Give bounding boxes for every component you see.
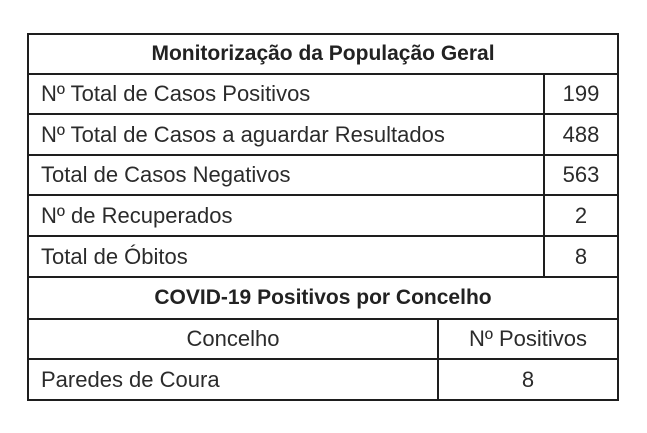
row-value: 8 — [543, 235, 619, 278]
row-value: 199 — [543, 73, 619, 115]
row-value: 2 — [543, 194, 619, 237]
positivos-cell: 8 — [437, 358, 619, 401]
section-title: COVID-19 Positivos por Concelho — [27, 276, 619, 320]
row-label: Nº Total de Casos a aguardar Resultados — [27, 113, 545, 156]
row-label: Nº de Recuperados — [27, 194, 545, 237]
column-header-concelho: Concelho — [27, 318, 439, 360]
row-value: 488 — [543, 113, 619, 156]
row-label: Total de Óbitos — [27, 235, 545, 278]
row-label: Total de Casos Negativos — [27, 154, 545, 196]
row-label: Nº Total de Casos Positivos — [27, 73, 545, 115]
column-header-positivos: Nº Positivos — [437, 318, 619, 360]
row-value: 563 — [543, 154, 619, 196]
section-title: Monitorização da População Geral — [27, 33, 619, 75]
concelho-cell: Paredes de Coura — [27, 358, 439, 401]
